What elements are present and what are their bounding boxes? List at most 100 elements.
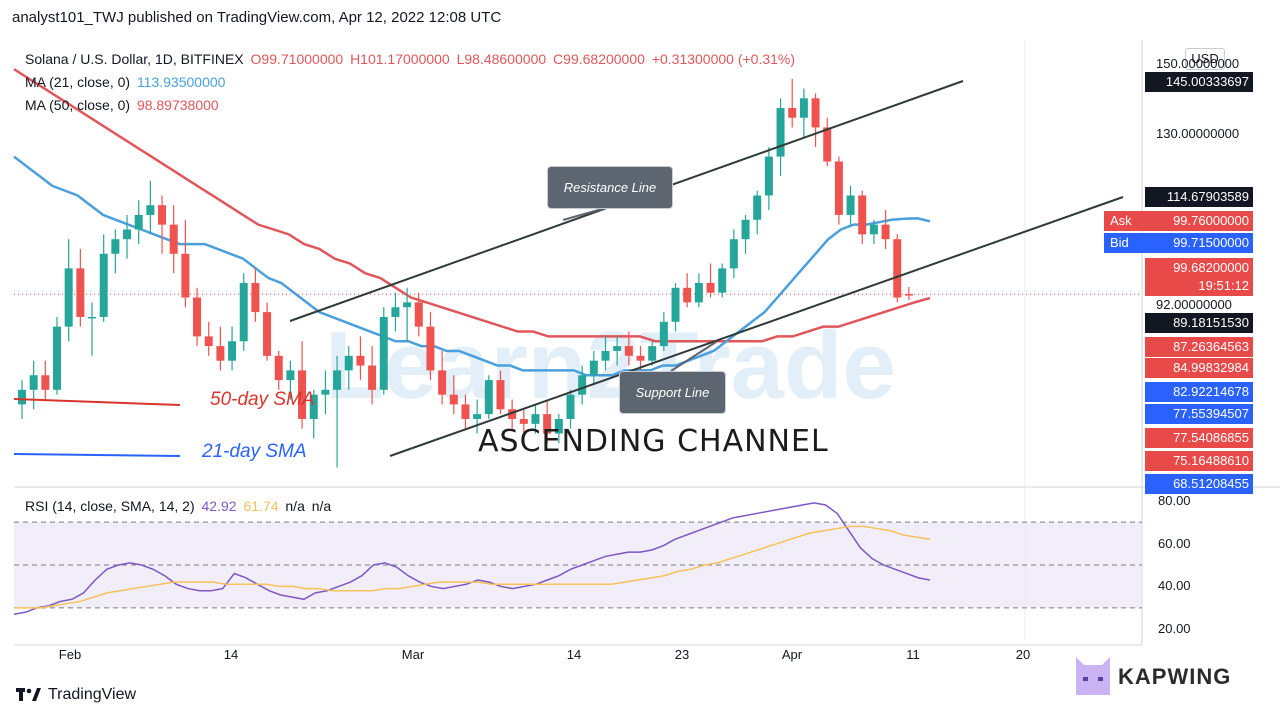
tradingview-brand: TradingView	[48, 686, 137, 703]
price-label-box: Bid 99.71500000	[1104, 233, 1253, 253]
candle-body	[53, 326, 62, 390]
candle-body	[799, 98, 808, 118]
candle-body	[193, 297, 202, 337]
price-label-box: Ask 99.76000000	[1104, 211, 1253, 231]
candle-body	[741, 219, 750, 240]
tradingview-logo[interactable]: TradingView	[16, 686, 136, 704]
candle-body	[426, 326, 435, 371]
candle-body	[823, 127, 832, 162]
candle-body	[158, 205, 167, 225]
watermark-text: Learn2Trade	[325, 312, 896, 419]
candle-body	[624, 346, 633, 356]
candle-body	[438, 370, 447, 395]
candle-body	[274, 355, 283, 381]
candle-body	[729, 239, 738, 269]
candle-body	[659, 321, 668, 347]
candle-body	[671, 287, 680, 322]
candle-body	[169, 224, 178, 254]
rsi-tick-label: 80.00	[1158, 492, 1191, 508]
candle-body	[263, 312, 272, 356]
price-label-box: 19:51:12	[1145, 276, 1253, 296]
candle-body	[683, 287, 692, 303]
publish-header: analyst101_TWJ published on TradingView.…	[12, 9, 502, 26]
candle-body	[88, 316, 97, 319]
price-label-box: 84.99832984	[1145, 358, 1253, 378]
ma21-value: 113.93500000	[136, 74, 226, 90]
candle-body	[449, 394, 458, 405]
rsi-tick-label: 20.00	[1158, 621, 1191, 637]
candle-body	[613, 346, 622, 351]
candle-body	[368, 365, 377, 390]
candle-body	[694, 282, 703, 303]
candle-body	[788, 108, 797, 118]
candle-body	[216, 346, 225, 361]
time-tick-label: 11	[906, 647, 920, 662]
candle-body	[753, 195, 762, 220]
candle-body	[414, 302, 423, 327]
ma21-line	[13, 155, 931, 377]
price-label-box: 87.26364563	[1145, 337, 1253, 357]
quote-value: 99.71500000	[1173, 235, 1249, 250]
support-trendline	[389, 196, 1124, 457]
candle-body	[893, 239, 902, 298]
time-tick-label: Mar	[401, 647, 425, 662]
price-label-box: 145.00333697	[1145, 72, 1253, 92]
candle-body	[718, 268, 727, 293]
ma21-label: MA (21, close, 0)	[25, 74, 131, 90]
rsi-na-1: n/a	[285, 498, 305, 514]
candle-body	[636, 355, 645, 361]
price-label-box: 114.67903589	[1145, 187, 1253, 207]
rsi-value: 42.92	[201, 498, 237, 514]
candle-body	[834, 161, 843, 215]
support-callout[interactable]: Support Line	[619, 371, 726, 414]
candle-body	[473, 414, 482, 419]
sma21-annotation: 21-day SMA	[202, 441, 307, 462]
candle-body	[333, 370, 342, 390]
kapwing-icon	[1076, 657, 1110, 695]
sma21-annotation-line	[13, 453, 181, 457]
price-tick-label: 92.00000000	[1156, 297, 1232, 312]
price-label-box: 77.55394507	[1145, 404, 1253, 424]
candle-body	[76, 268, 85, 317]
symbol-legend: Solana / U.S. Dollar, 1D, BITFINEX O99.7…	[25, 51, 798, 67]
resistance-callout[interactable]: Resistance Line	[547, 166, 673, 209]
candle-body	[298, 370, 307, 419]
ohlc-low: L98.48600000	[456, 51, 547, 67]
time-tick-label: Feb	[58, 647, 82, 662]
channel-label: ASCENDING CHANNEL	[478, 424, 829, 459]
rsi-na-2: n/a	[311, 498, 332, 514]
candle-body	[99, 253, 108, 317]
candle-body	[764, 156, 773, 196]
quote-label: Ask	[1110, 213, 1132, 228]
time-tick-label: 20	[1015, 647, 1031, 662]
candle-body	[18, 389, 26, 405]
ma21-legend: MA (21, close, 0) 113.93500000	[25, 74, 228, 90]
support-callout-pointer	[670, 341, 717, 372]
rsi-legend: RSI (14, close, SMA, 14, 2) 42.92 61.74 …	[25, 498, 334, 514]
price-label-box: 99.68200000	[1145, 258, 1253, 278]
currency-button[interactable]: USD	[1185, 48, 1225, 70]
ohlc-open: O99.71000000	[250, 51, 344, 67]
rsi-tick-label: 60.00	[1158, 535, 1191, 551]
ma50-label: MA (50, close, 0)	[25, 97, 131, 113]
candle-body	[344, 355, 353, 371]
quote-value: 99.76000000	[1173, 213, 1249, 228]
candle-body	[531, 414, 540, 424]
candle-body	[379, 316, 388, 390]
candle-body	[356, 355, 365, 366]
candle-body	[496, 380, 505, 410]
candle-body	[869, 224, 878, 235]
sma50-annotation-line	[13, 398, 181, 406]
candle-body	[204, 336, 213, 347]
tradingview-icon	[16, 688, 41, 701]
rsi-label: RSI (14, close, SMA, 14, 2)	[25, 498, 195, 514]
candle-body	[881, 224, 890, 240]
candle-body	[391, 307, 400, 317]
candle-body	[286, 370, 295, 381]
candle-body	[309, 394, 318, 419]
candle-body	[554, 418, 563, 434]
price-tick-label: 130.00000000	[1156, 126, 1240, 141]
candle-body	[904, 294, 913, 296]
ma50-line	[13, 68, 931, 343]
